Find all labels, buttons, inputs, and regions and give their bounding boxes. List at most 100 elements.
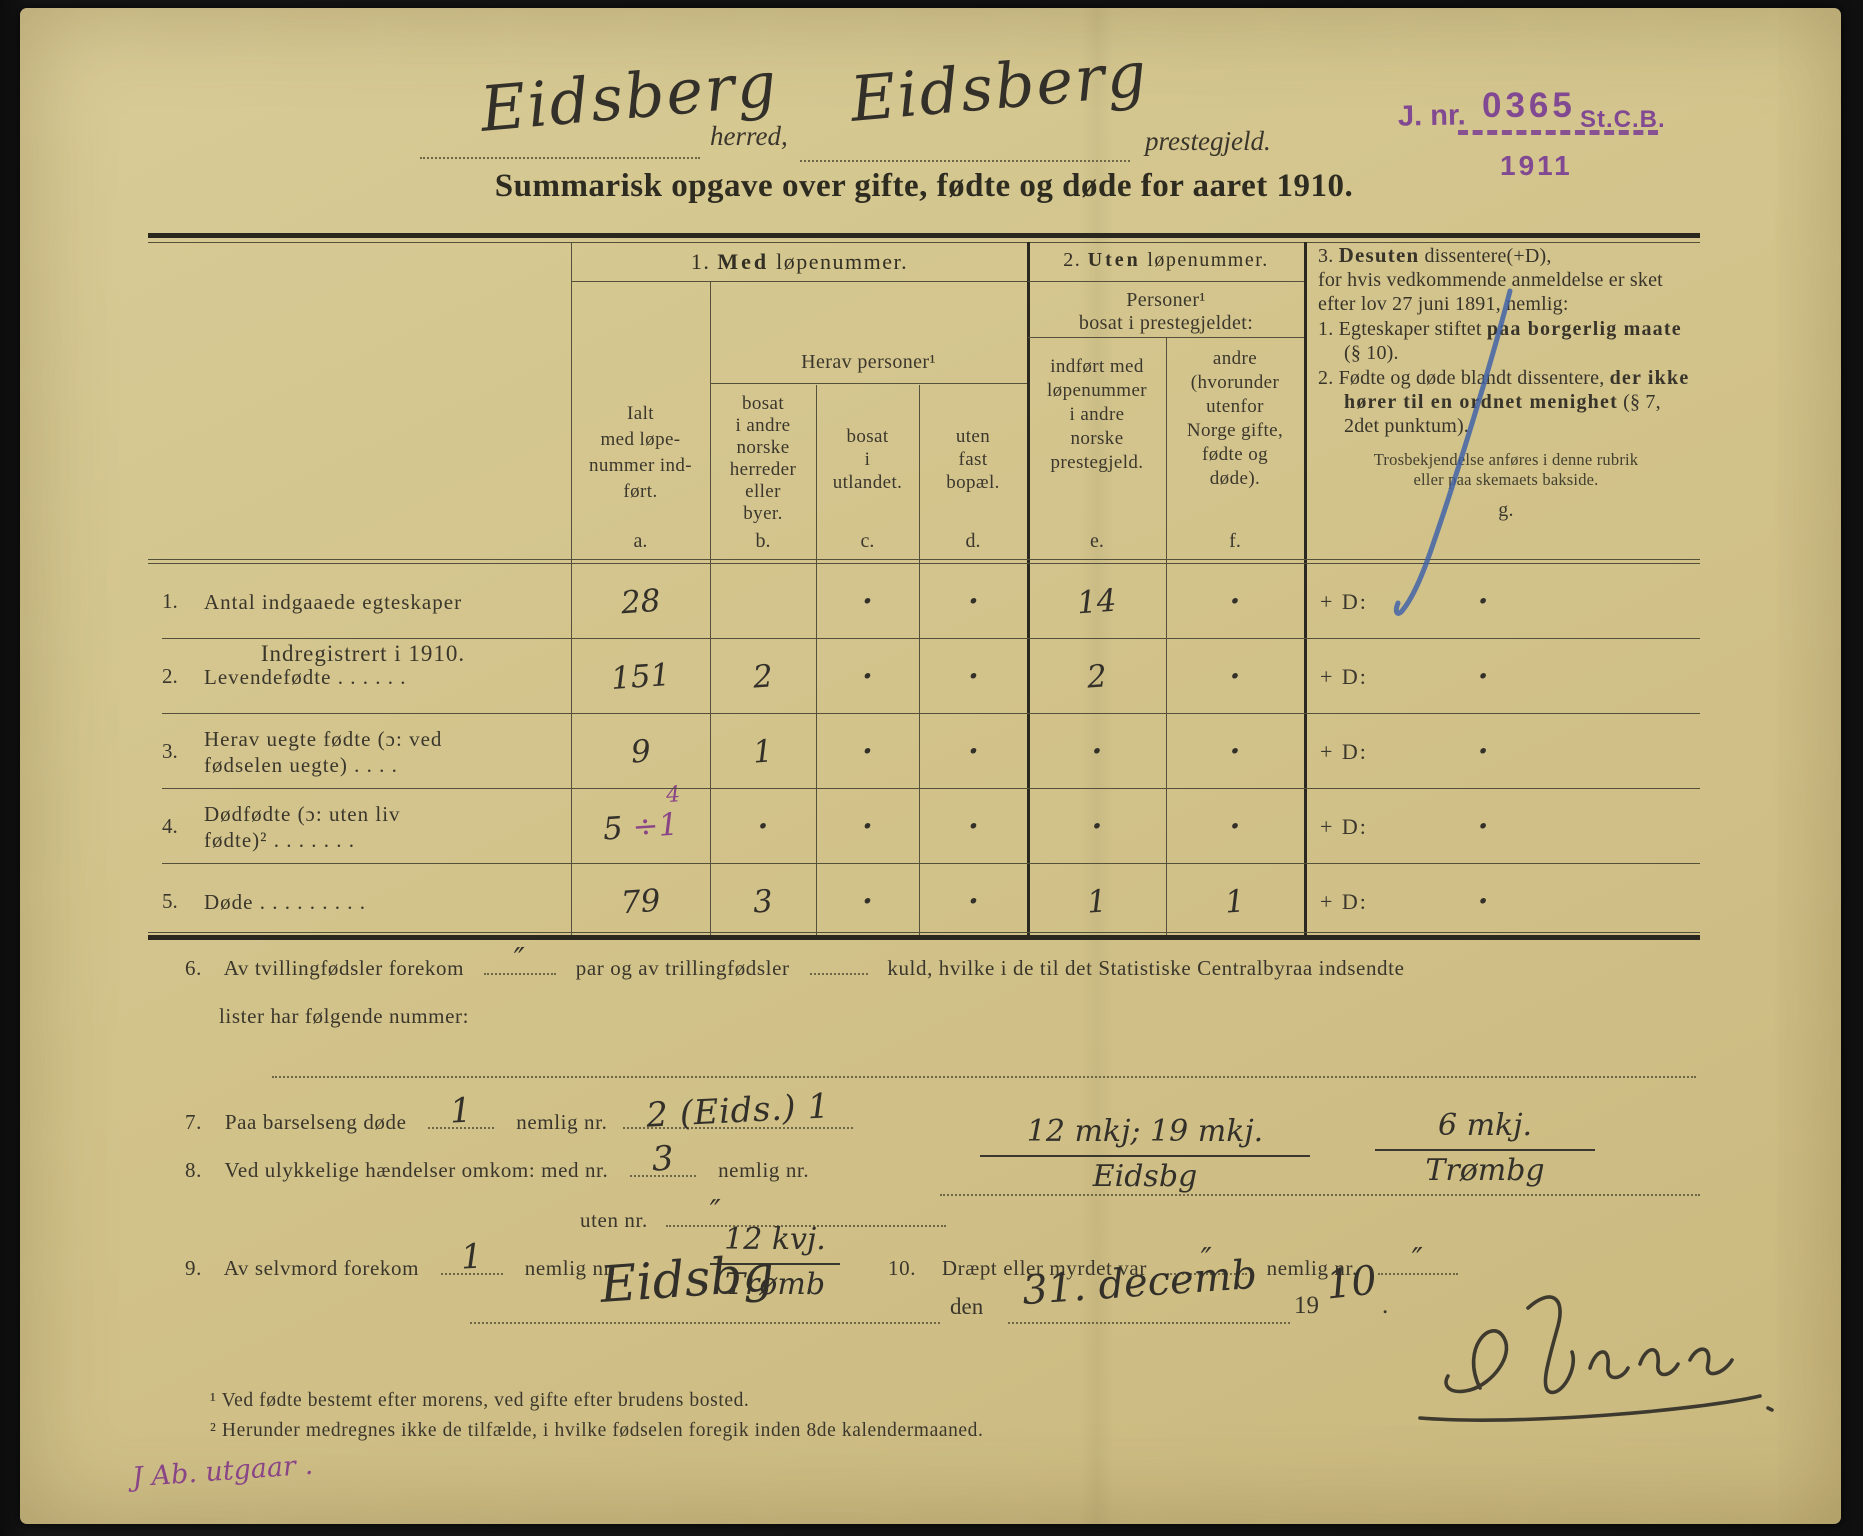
col-letter-d: d. — [965, 530, 981, 552]
margin-note-handwritten: J Ab. utgaar . — [131, 1449, 315, 1494]
row-number: 1. — [162, 589, 178, 613]
stamp-year: 1911 — [1500, 150, 1573, 181]
table-row: 2. Levendefødte . . . . . . 151 2 · · 2 · + D: · — [148, 639, 1700, 714]
stamp-dashed-line — [1458, 130, 1658, 135]
handwritten-value: 2 — [751, 657, 775, 696]
section-6-text1: Av tvillingfødsler forekom — [223, 956, 465, 980]
signature — [1418, 1295, 1774, 1422]
col-g-letter: g. — [1498, 499, 1514, 521]
section-6-number: 6. — [185, 956, 202, 980]
handwritten-value: 9 — [629, 732, 652, 771]
dissenter-cell: + D: · — [1304, 564, 1700, 639]
dissenter-mark: · — [1477, 659, 1489, 694]
herav-underline — [710, 383, 1027, 384]
blue-pen-stroke — [1393, 288, 1513, 616]
empty-mark: · — [968, 734, 979, 769]
value-cell-a: 151 — [571, 639, 710, 714]
table-row: 3. Herav uegte fødte (ɔ: ved fødselen ueg… — [148, 714, 1700, 789]
group2-underline — [1028, 281, 1304, 282]
empty-mark: · — [1229, 734, 1241, 769]
plus-d-label: + D: — [1320, 813, 1368, 839]
handwritten-value: 3 — [751, 882, 775, 921]
section-10-blank2: ″ — [1377, 1242, 1458, 1277]
section-6-text4: lister har følgende nummer: — [219, 1004, 470, 1028]
group1-header: 1. Med løpenummer. — [571, 249, 1028, 275]
col3-item1-bold: paa borgerlig maate — [1486, 318, 1682, 340]
value-cell-d: · — [919, 639, 1028, 714]
section-7-text1: Paa barselseng døde — [224, 1110, 407, 1134]
col3-item2-no: 2. — [1318, 367, 1334, 389]
section-9-ann-bottom: Trømb — [724, 1267, 826, 1302]
section-6-blank1: ″ — [483, 942, 556, 977]
table-row: 5. Døde . . . . . . . . . 79 3 · · 1 1 + D: · — [148, 864, 1700, 939]
row-number: 5. — [162, 889, 178, 913]
section-7-blank2: 2 (Eids.) 1 — [623, 1086, 854, 1136]
value-cell-c: · — [816, 714, 919, 789]
herav-header: Herav personer¹ — [801, 351, 936, 373]
value-cell-a: 5 ÷1 4 — [571, 782, 710, 864]
section-8-uten-label: uten nr. — [580, 1208, 648, 1232]
value-cell-f: · — [1166, 714, 1304, 789]
group2-number: 2. — [1063, 249, 1082, 271]
prestegjeld-label: prestegjeld. — [1145, 126, 1271, 156]
value-cell-b: 3 — [710, 864, 816, 939]
value-cell-d: · — [919, 789, 1028, 864]
dissenter-cell: + D: · — [1304, 864, 1700, 939]
year-handwritten: 10 — [1323, 1257, 1380, 1309]
row-label-cell: 3. Herav uegte fødte (ɔ: ved fødselen ueg… — [162, 714, 557, 789]
empty-mark: · — [968, 584, 979, 619]
section-8-number: 8. — [185, 1158, 202, 1182]
empty-mark: · — [862, 659, 873, 694]
section-6-line1: 6. Av tvillingfødsler forekom ″ par og a… — [185, 942, 1405, 981]
dissenter-cell: + D: · — [1304, 714, 1700, 789]
value-cell-e: 14 — [1028, 564, 1166, 639]
header-bottom-rule2 — [148, 563, 1700, 564]
value-cell-e: 1 — [1028, 864, 1166, 939]
section-7-text2: nemlig nr. — [516, 1110, 608, 1134]
section-9-line: 9. Av selvmord forekom 1 nemlig nr. — [185, 1236, 616, 1281]
section-8-annotation-1: 12 mkj; 19 mkj. Eidsbg — [980, 1114, 1310, 1194]
col3-item1-no: 1. — [1318, 318, 1334, 340]
empty-mark: · — [968, 809, 979, 844]
value-cell-e: 2 — [1028, 639, 1166, 714]
journal-number-stamp-label: J. nr. — [1397, 99, 1466, 133]
section-10-blank1: ″ — [1166, 1242, 1247, 1277]
handwritten-value: 28 — [619, 582, 662, 621]
col-letter-b: b. — [755, 530, 771, 552]
value-correction-sup: 4 — [665, 781, 681, 808]
row-label: Levendefødte . . . . . . — [204, 664, 407, 689]
herred-dotted-line — [420, 155, 700, 159]
handwritten-value: 1 — [751, 732, 775, 771]
section-9-text1: Av selvmord forekom — [223, 1256, 420, 1280]
handwritten-value: 1 — [1223, 882, 1247, 921]
col3-title: 3. Desuten dissentere(+D), — [1318, 243, 1694, 268]
dissenter-cell: + D: · — [1304, 789, 1700, 864]
section-10-line: 10. Dræpt eller myrdet var ″ nemlig nr. … — [888, 1242, 1472, 1281]
empty-mark: · — [1091, 809, 1103, 844]
table-section-divider — [1027, 242, 1030, 938]
row-number: 4. — [162, 814, 178, 838]
paper-fold-shadow — [1080, 8, 1114, 1524]
value-cell-e: · — [1028, 789, 1166, 864]
col-f-header: andre (hvorunder utenfor Norge gifte, fø… — [1186, 348, 1284, 489]
section-9-ann-top: 12 kvj. — [710, 1222, 840, 1265]
section-9-text2: nemlig nr. — [524, 1256, 616, 1280]
value-cell-a: 9 — [571, 714, 710, 789]
row-divider — [162, 638, 1700, 639]
value-cell-d: · — [919, 714, 1028, 789]
dissenter-mark: · — [1477, 809, 1489, 844]
table-top-rule-thin — [148, 242, 1700, 243]
dissenter-cell: + D: · — [1304, 639, 1700, 714]
value-cell-e: · — [1028, 714, 1166, 789]
section-6-blank2 — [809, 957, 868, 975]
group1-bold: Med — [717, 249, 770, 274]
section-7-number: 7. — [185, 1110, 202, 1134]
value-cell-a: 79 — [571, 864, 710, 939]
handwritten-value: 14 — [1076, 582, 1118, 621]
table-row: 4. Dødfødte (ɔ: uten liv fødte)² . . . . … — [148, 782, 1700, 864]
section-6-text3: kuld, hvilke i de til det Statistiske Ce… — [887, 956, 1405, 980]
col3-item1: 1. Egteskaper stiftet paa borgerlig maat… — [1318, 317, 1694, 365]
col3-number: 3. — [1318, 245, 1334, 267]
value-correction: ÷1 — [621, 805, 680, 846]
plus-d-label: + D: — [1320, 588, 1368, 614]
